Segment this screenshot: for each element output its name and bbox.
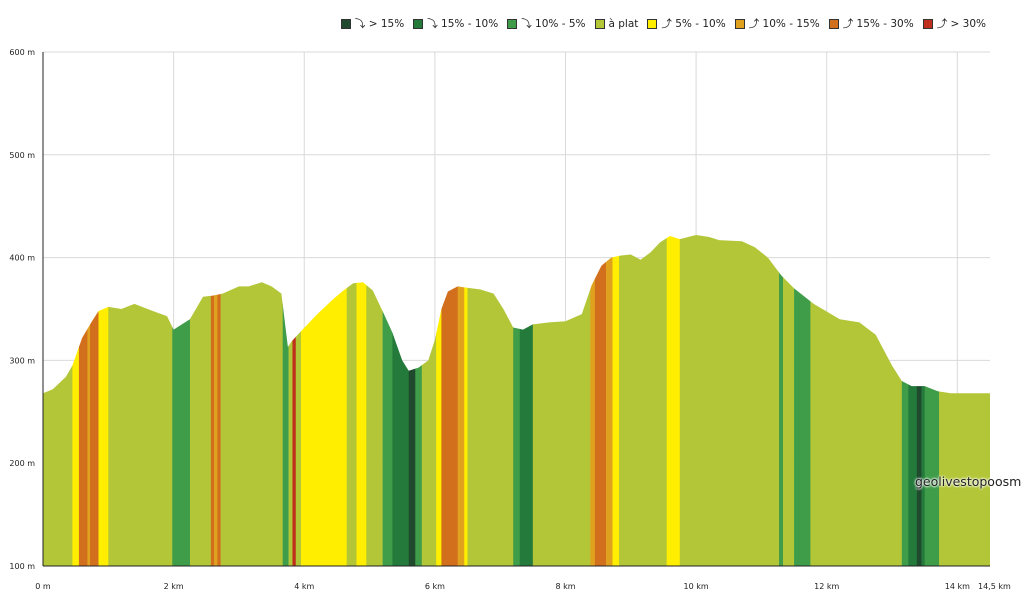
slope-segment (90, 235, 99, 566)
slope-segment (214, 235, 218, 566)
slope-segment (457, 235, 465, 566)
slope-segment (415, 235, 423, 566)
x-tick-label: 2 km (164, 582, 184, 591)
x-tick-label: 12 km (814, 582, 839, 591)
slope-segment (794, 235, 811, 566)
y-tick-label: 100 m (9, 562, 35, 571)
legend-swatch (507, 18, 518, 29)
legend-item: ⤴ 15% - 30% (828, 16, 914, 31)
x-tick-label: 4 km (294, 582, 314, 591)
slope-segment (810, 235, 903, 566)
legend-label: ⤴ 15% - 30% (842, 18, 914, 30)
slope-segment (441, 235, 459, 566)
y-tick-label: 500 m (9, 151, 35, 160)
slope-segment (679, 235, 780, 566)
slope-segments (43, 235, 990, 566)
legend-swatch (594, 18, 605, 29)
slope-segment (619, 235, 668, 566)
legend-swatch (340, 18, 351, 29)
legend-item: ⤴ 5% - 10% (647, 16, 726, 31)
slope-segment (172, 235, 191, 566)
legend-item: ⤴ > 30% (922, 16, 986, 31)
legend-item: ⤵ > 15% (340, 16, 405, 31)
slope-segment (908, 235, 918, 566)
legend: ⤵ > 15% ⤵ 15% - 10% ⤵ 10% - 5% à plat ⤴ 5% -… (340, 16, 986, 31)
slope-segment (288, 235, 293, 566)
legend-item: à plat (594, 17, 639, 30)
legend-swatch (828, 18, 839, 29)
legend-item: ⤴ 10% - 15% (734, 16, 820, 31)
slope-segment (612, 235, 620, 566)
slope-segment (108, 235, 173, 566)
y-tick-label: 400 m (9, 254, 35, 263)
slope-segment (782, 235, 795, 566)
slope-segment (605, 235, 613, 566)
legend-item: ⤵ 15% - 10% (413, 16, 498, 31)
slope-segment (513, 235, 521, 566)
slope-segment (220, 235, 283, 566)
slope-segment (590, 235, 596, 566)
slope-segment (916, 235, 922, 566)
tick-labels: 100 m 200 m 300 m 400 m 500 m 600 m 0 m 2 km 4 k… (9, 48, 1011, 591)
legend-swatch (922, 18, 933, 29)
slope-segment (779, 235, 784, 566)
slope-segment (43, 235, 73, 566)
slope-segment (467, 235, 514, 566)
y-tick-label: 600 m (9, 48, 35, 57)
slope-segment (421, 235, 437, 566)
slope-segment (901, 235, 909, 566)
watermark: geolivestopoosm (915, 474, 1022, 489)
slope-segment (292, 235, 297, 566)
x-tick-label: 10 km (684, 582, 709, 591)
x-tick-label: 0 m (35, 582, 51, 591)
x-tick-label: 14,5 km (978, 582, 1011, 591)
slope-segment (346, 235, 357, 566)
slope-segment (519, 235, 534, 566)
axes (42, 52, 990, 567)
slope-segment (295, 235, 302, 566)
slope-segment (921, 235, 925, 566)
legend-label: ⤴ > 30% (936, 18, 986, 30)
x-tick-label: 6 km (425, 582, 445, 591)
legend-swatch (734, 18, 745, 29)
x-tick-label: 14 km (945, 582, 970, 591)
slope-segment (210, 235, 215, 566)
legend-label: ⤵ > 15% (354, 18, 405, 30)
slope-segment (436, 235, 442, 566)
slope-segment (382, 235, 393, 566)
slope-segment (392, 235, 410, 566)
slope-segment (366, 235, 383, 566)
x-tick-label: 8 km (555, 582, 575, 591)
slope-segment (300, 235, 347, 566)
slope-segment (87, 235, 91, 566)
slope-segment (72, 235, 80, 566)
y-tick-label: 200 m (9, 459, 35, 468)
legend-label: ⤵ 10% - 5% (521, 18, 586, 30)
legend-label: ⤵ 15% - 10% (427, 18, 499, 30)
slope-segment (464, 235, 468, 566)
legend-label: ⤴ 5% - 10% (661, 18, 726, 30)
legend-label: à plat (608, 17, 639, 30)
slope-segment (282, 235, 289, 566)
slope-segment (98, 235, 109, 566)
legend-swatch (647, 18, 658, 29)
slope-segment (78, 235, 88, 566)
legend-item: ⤵ 10% - 5% (507, 16, 586, 31)
slope-segment (594, 235, 607, 566)
slope-segment (356, 235, 367, 566)
slope-segment (532, 235, 591, 566)
legend-swatch (413, 18, 424, 29)
slope-segment (217, 235, 221, 566)
y-tick-label: 300 m (9, 356, 35, 365)
slope-segment (408, 235, 416, 566)
slope-segment (189, 235, 212, 566)
slope-segment (666, 235, 681, 566)
legend-label: ⤴ 10% - 15% (748, 18, 820, 30)
